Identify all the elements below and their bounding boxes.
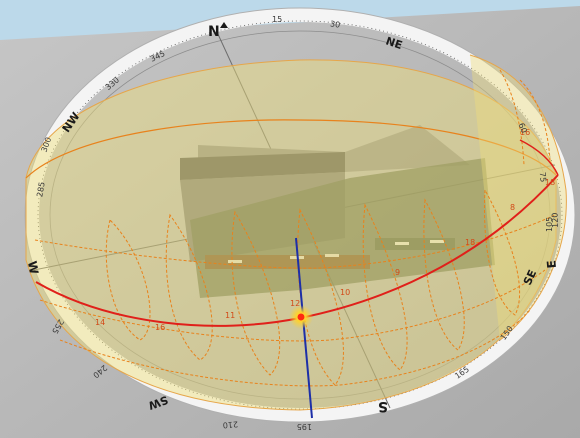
compass-degree-label: 195	[297, 422, 312, 431]
hour-label: 16	[520, 128, 530, 137]
compass-west-label: W	[25, 260, 41, 275]
hour-label: 14	[95, 318, 105, 327]
compass-degree-label: 60	[517, 122, 529, 135]
north-arrow-icon	[220, 22, 228, 28]
compass-degree-label: 75	[538, 172, 548, 183]
hour-label: 11	[225, 311, 235, 320]
hour-label: 12	[290, 299, 300, 308]
compass-degree-label: 30	[329, 19, 340, 29]
hour-label: 18	[465, 238, 475, 247]
hour-label: 10	[340, 288, 350, 297]
compass-east-label: E	[544, 260, 559, 269]
compass-ring	[25, 8, 575, 422]
hour-label: 8	[510, 203, 515, 212]
compass-degree-label: 15	[272, 15, 282, 24]
compass-sw-label: SW	[146, 393, 169, 412]
compass-degree-label: 285	[35, 181, 47, 198]
compass-degree-label: 120	[550, 213, 560, 229]
hour-label: 16	[155, 323, 165, 332]
compass-degree-label: 210	[222, 419, 238, 429]
compass-degree-label: 105	[545, 217, 554, 232]
compass-north-label: N	[208, 24, 220, 40]
hour-label: 18	[545, 178, 555, 187]
compass-south-label: S	[378, 398, 388, 414]
compass-ticks	[37, 20, 563, 410]
horizon-circle	[49, 30, 551, 400]
compass-ring-edge	[24, 7, 576, 423]
dome-right-flap	[469, 54, 567, 341]
dome-top-edge	[25, 119, 557, 179]
analemma-curves	[34, 69, 556, 387]
compass-se-label: SE	[521, 268, 539, 287]
hour-label: 9	[395, 268, 400, 277]
sun-marker[interactable]	[297, 313, 305, 321]
sun-path-line-end	[519, 139, 559, 176]
compass-ne-label: NE	[384, 34, 404, 52]
